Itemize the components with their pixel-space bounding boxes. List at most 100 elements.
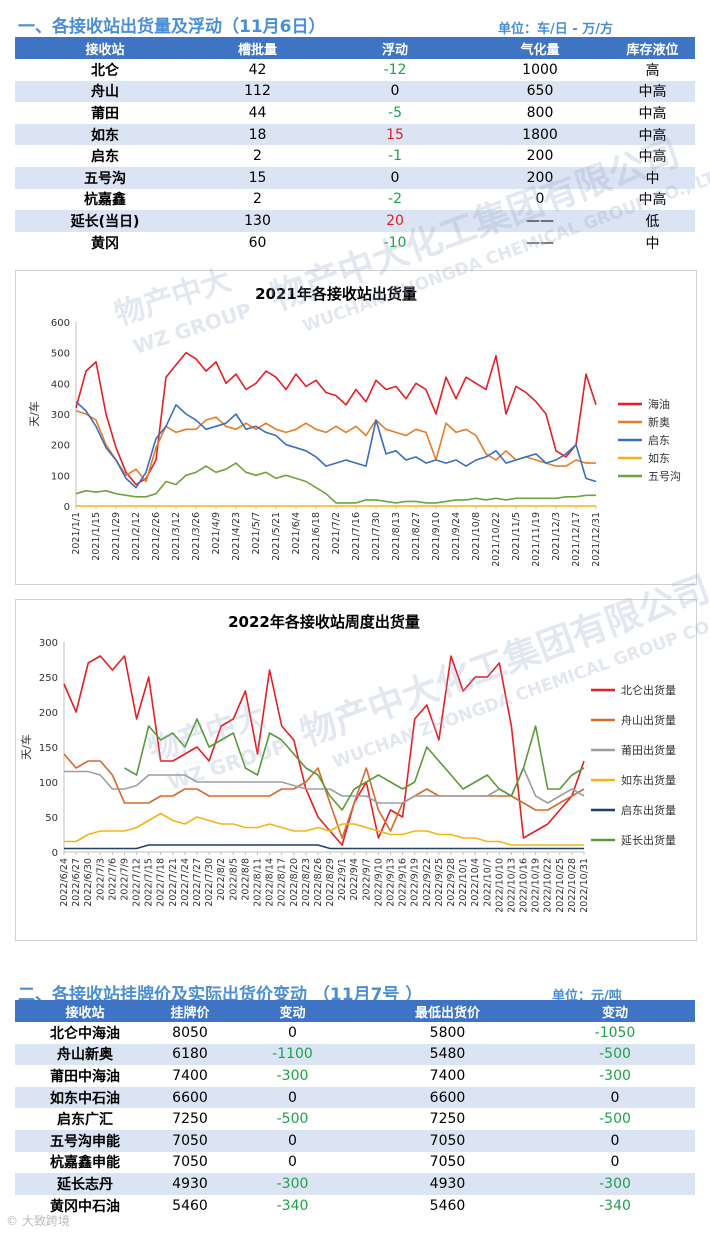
x-tick-label: 2022/6/24 <box>59 858 70 907</box>
x-tick-label: 2022/8/14 <box>265 858 276 907</box>
level-value: 中高 <box>610 80 695 103</box>
y-tick-label: 0 <box>52 848 58 859</box>
table-row: 延长志丹 4930 -300 4930 -300 <box>15 1173 695 1195</box>
chart-title: 2022年各接收站周度出货量 <box>228 613 420 631</box>
list-change: -340 <box>276 1197 309 1214</box>
table-row: 五号沟申能 7050 0 7050 0 <box>15 1129 695 1152</box>
min-price: 7050 <box>429 1154 466 1171</box>
y-tick-label: 50 <box>45 813 58 824</box>
series-line-6 <box>124 718 585 811</box>
gas-value: 1000 <box>522 61 558 78</box>
section1-unit: 单位：车/日 - 万/方 <box>498 22 613 37</box>
list-change: -300 <box>225 1173 360 1195</box>
col-header-station: 接收站 <box>15 1000 155 1022</box>
station-name: 延长(当日) <box>15 210 195 232</box>
legend-label: 莆田出货量 <box>621 743 676 757</box>
x-tick-label: 2022/9/13 <box>386 858 397 907</box>
list-price: 8050 <box>172 1024 208 1041</box>
x-tick-label: 2021/9/10 <box>431 512 442 561</box>
col-header-min-price: 最低出货价 <box>360 1000 535 1022</box>
legend-label: 舟山出货量 <box>621 713 676 727</box>
x-tick-label: 2021/4/23 <box>231 512 242 561</box>
volume-value: 2 <box>253 191 262 208</box>
table-header-row: 接收站 挂牌价 变动 最低出货价 变动 <box>15 1000 695 1022</box>
x-tick-label: 2021/5/7 <box>251 512 262 555</box>
x-tick-label: 2022/9/22 <box>422 858 433 907</box>
col-header-list-price: 挂牌价 <box>155 1000 225 1022</box>
price-table: 接收站 挂牌价 变动 最低出货价 变动 北仑中海油 8050 0 5800 -1050 舟… <box>15 1000 695 1216</box>
x-tick-label: 2022/8/8 <box>240 858 251 901</box>
list-price: 7250 <box>172 1111 208 1128</box>
series-line-3 <box>75 401 597 489</box>
volume-value: 60 <box>248 234 267 251</box>
x-tick-label: 2022/10/16 <box>519 858 530 913</box>
change-value: 15 <box>320 123 470 146</box>
list-price: 6600 <box>155 1086 225 1109</box>
x-tick-label: 2021/3/26 <box>191 512 202 561</box>
series-line-3 <box>64 767 585 804</box>
y-tick-label: 100 <box>51 471 70 482</box>
x-tick-label: 2021/5/21 <box>271 512 282 561</box>
gas-value: 200 <box>526 148 554 165</box>
x-tick-label: 2022/10/4 <box>470 858 481 907</box>
x-tick-label: 2022/7/15 <box>144 858 155 907</box>
station-name: 北仑 <box>91 62 119 79</box>
volume-value: 15 <box>195 166 320 189</box>
station-name: 舟山新奥 <box>15 1043 155 1066</box>
x-tick-label: 2022/8/29 <box>325 858 336 907</box>
gas-value: 800 <box>526 104 554 121</box>
x-tick-label: 2022/9/25 <box>434 858 445 907</box>
table-row: 北仑中海油 8050 0 5800 -1050 <box>15 1022 695 1044</box>
x-tick-label: 2022/7/30 <box>204 858 215 907</box>
station-name: 北仑中海油 <box>50 1025 120 1042</box>
min-change: -1050 <box>594 1024 636 1041</box>
y-tick-label: 300 <box>39 638 58 649</box>
footer-credit: © 大致跨境 <box>6 1214 70 1228</box>
level-value: 低 <box>610 210 695 232</box>
table-row: 黄冈 60 -10 —— 中 <box>15 232 695 254</box>
min-change: 0 <box>535 1129 695 1152</box>
legend-label: 延长出货量 <box>621 833 676 847</box>
x-tick-label: 2022/8/26 <box>313 858 324 907</box>
list-price: 6180 <box>155 1043 225 1066</box>
station-name: 舟山 <box>15 80 195 103</box>
table-row: 杭嘉鑫 2 -2 0 中高 <box>15 189 695 211</box>
level-value: 中高 <box>638 149 667 166</box>
x-tick-label: 2021/11/19 <box>531 512 542 567</box>
x-tick-label: 2021/7/2 <box>331 512 342 555</box>
table-row: 启东 2 -1 200 中高 <box>15 145 695 167</box>
station-name: 莆田 <box>91 105 119 122</box>
col-header-min-change: 变动 <box>535 1000 695 1022</box>
min-price: 5460 <box>429 1197 466 1214</box>
series-line-4 <box>64 812 584 846</box>
col-header-volume: 槽批量 <box>195 37 320 59</box>
x-tick-label: 2022/8/11 <box>252 858 263 907</box>
list-change: -1100 <box>225 1043 360 1066</box>
gas-value: 1800 <box>470 123 610 146</box>
y-tick-label: 0 <box>64 502 70 513</box>
x-tick-label: 2022/6/27 <box>71 858 82 907</box>
chart-2021-box: 2021年各接收站出货量 0 100 200 300 400 500 600 天/车 2021/1… <box>15 270 697 585</box>
y-tick-label: 250 <box>39 673 58 684</box>
station-name: 启东 <box>91 149 119 166</box>
x-tick-label: 2022/10/1 <box>458 858 469 907</box>
x-tick-label: 2021/11/5 <box>511 512 522 561</box>
min-change: -340 <box>599 1197 631 1214</box>
x-tick-label: 2021/12/17 <box>571 512 582 567</box>
volume-value: 42 <box>248 61 267 78</box>
x-tick-label: 2022/10/25 <box>555 858 566 913</box>
col-header-gas: 气化量 <box>470 37 610 59</box>
min-price: 5800 <box>429 1024 466 1041</box>
legend-label: 新奥 <box>648 415 670 429</box>
y-tick-label: 100 <box>39 778 58 789</box>
x-tick-label: 2021/4/9 <box>211 512 222 555</box>
series-line-5 <box>75 462 596 504</box>
change-value: 0 <box>320 80 470 103</box>
x-tick-label: 2022/7/18 <box>156 858 167 907</box>
min-price: 6600 <box>360 1086 535 1109</box>
x-tick-label: 2021/6/18 <box>311 512 322 561</box>
x-tick-label: 2021/8/13 <box>391 512 402 561</box>
station-name: 莆田中海油 <box>50 1068 120 1085</box>
min-change: -300 <box>535 1173 695 1195</box>
list-price: 4930 <box>155 1173 225 1195</box>
